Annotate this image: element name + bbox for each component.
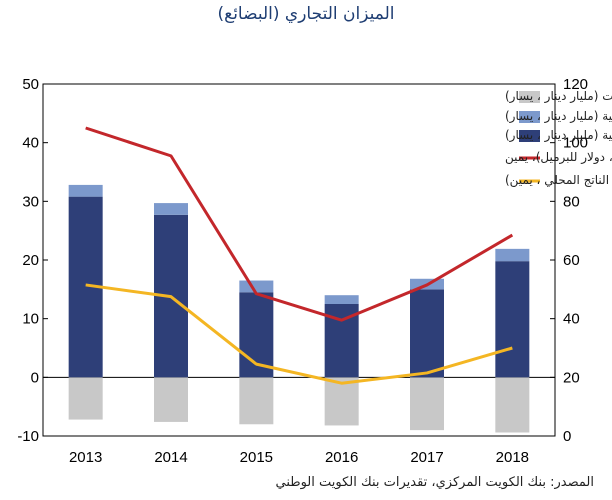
right-tick-label: 60 [563,252,580,269]
x-tick-label: 2018 [496,449,529,466]
x-tick-label: 2016 [325,449,358,466]
bar-imports-2015 [239,377,274,425]
bar-nonoil-exports-2014 [154,203,188,215]
legend-label: الواردات (مليار دينار ، يسار) [505,89,612,104]
right-tick-label: 120 [563,76,588,93]
legend-label: الصادرات النفطية (مليار دينار ، يسار) [505,128,612,143]
left-tick-label: -10 [17,428,39,445]
bar-nonoil-exports-2015 [239,280,274,293]
bar-imports-2016 [324,377,359,426]
axes-layer: -10 0 10 20 30 40 50 0 20 40 60 80 100 120 2013 2014 201… [17,76,588,466]
right-tick-label: 40 [563,311,580,328]
plot-frame [42,83,556,437]
x-tick-label: 2013 [69,449,102,466]
right-tick-label: 0 [563,428,571,445]
x-tick-label: 2017 [410,449,443,466]
x-tick-label: 2014 [154,449,187,466]
legend-label: الميزان التجاري (٪ من إجمالي الناتج المح… [505,173,612,188]
line-oil-price [85,126,514,322]
left-tick-label: 10 [22,311,39,328]
legend-swatch [519,91,540,103]
chart-title: الميزان التجاري (البضائع) [217,4,395,24]
x-tick-label: 2015 [240,449,273,466]
left-tick-label: 40 [22,135,39,152]
left-tick-label: 30 [22,193,39,210]
bar-imports-2018 [495,377,530,433]
chart-source: المصدر: بنك الكويت المركزي، تقديرات بنك … [275,475,594,490]
legend-label: الصادرات غير النفطية (مليار دينار ، يسار… [505,109,612,124]
right-tick-label: 100 [563,135,588,152]
bar-nonoil-exports-2018 [495,248,530,262]
legend: الواردات (مليار دينار ، يسار) الصادرات غي… [505,89,612,188]
plot-border [42,83,556,437]
lines-layer [85,126,514,385]
left-tick-label: 0 [31,369,39,386]
bar-imports-2014 [154,377,188,422]
left-tick-label: 50 [22,76,39,93]
bar-imports-2013 [68,377,103,420]
right-tick-label: 20 [563,369,580,386]
bar-nonoil-exports-2013 [68,184,103,197]
bars-layer [68,184,530,433]
line-trade-balance [85,283,513,385]
right-tick-label: 80 [563,193,580,210]
bar-oil-exports-2017 [410,289,444,378]
legend-swatch [519,111,540,123]
legend-swatch [519,130,540,142]
bar-nonoil-exports-2016 [324,295,359,304]
legend-label: سعر تصدير النفط (تصدير خام الكويت، دولار… [505,150,612,165]
bar-imports-2017 [410,377,444,431]
left-tick-label: 20 [22,252,39,269]
bar-oil-exports-2018 [495,261,530,378]
